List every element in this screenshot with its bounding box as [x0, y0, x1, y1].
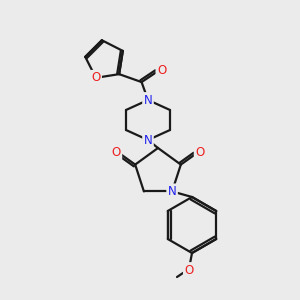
Text: N: N — [144, 134, 152, 146]
Text: N: N — [144, 94, 152, 106]
Text: O: O — [91, 71, 101, 84]
Text: O: O — [184, 263, 194, 277]
Text: N: N — [168, 185, 176, 198]
Text: O: O — [195, 146, 205, 159]
Text: O: O — [112, 146, 121, 159]
Text: O: O — [157, 64, 166, 76]
